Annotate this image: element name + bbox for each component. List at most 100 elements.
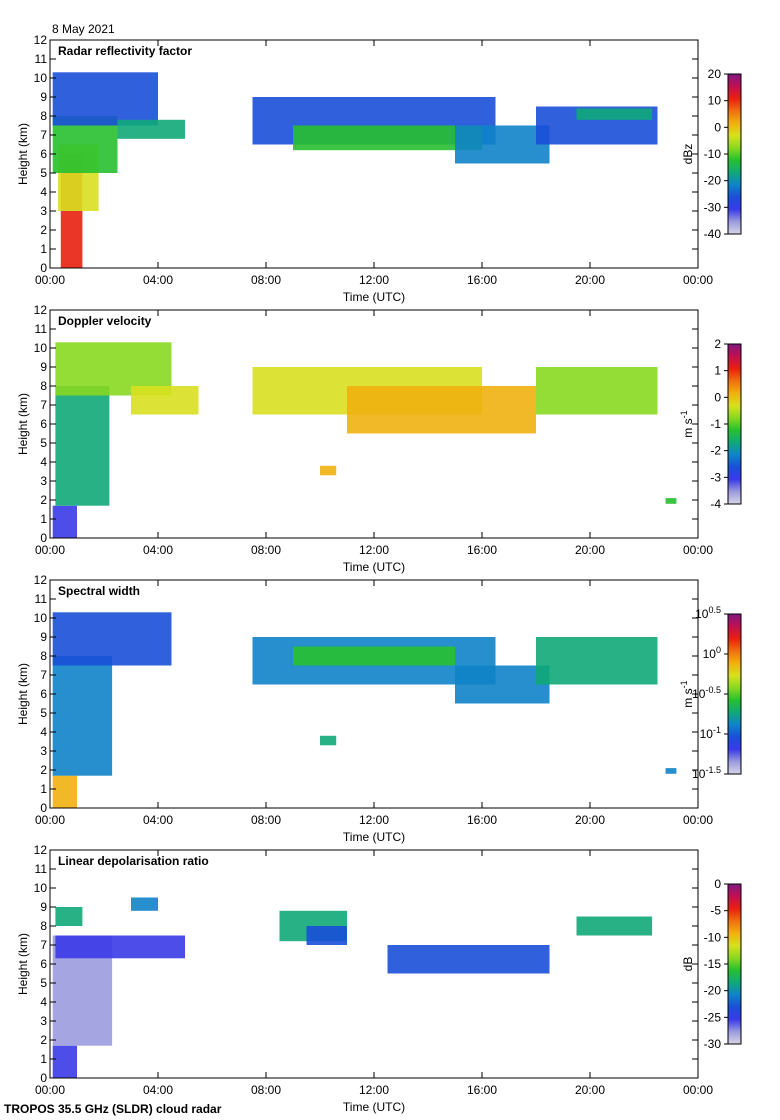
colorbar-tick-label: 100 xyxy=(703,645,721,661)
echo-region xyxy=(576,108,653,120)
echo-region xyxy=(536,637,658,685)
colorbar-tick-label: -25 xyxy=(704,1010,722,1024)
panel-title: Spectral width xyxy=(58,584,140,598)
echo-region xyxy=(52,656,113,776)
echo-region xyxy=(320,465,337,476)
colorbar xyxy=(727,613,742,775)
y-tick-label: 7 xyxy=(40,398,47,412)
colorbar-tick-label: -20 xyxy=(704,984,722,998)
colorbar-tick-label: -4 xyxy=(710,497,721,511)
echo-region xyxy=(455,125,550,164)
colorbar-tick-label: 0 xyxy=(714,877,721,891)
colorbar-tick-label: 10-1 xyxy=(700,725,721,741)
plot-area xyxy=(50,850,698,1078)
x-tick-label: 04:00 xyxy=(143,1083,173,1097)
y-tick-label: 4 xyxy=(40,995,47,1009)
panel-title: Doppler velocity xyxy=(58,314,152,328)
x-tick-label: 16:00 xyxy=(467,273,497,287)
x-tick-label: 04:00 xyxy=(143,813,173,827)
echo-region xyxy=(117,119,185,139)
x-tick-label: 00:00 xyxy=(35,813,65,827)
x-tick-label: 16:00 xyxy=(467,543,497,557)
y-tick-label: 0 xyxy=(40,261,47,275)
y-tick-label: 3 xyxy=(40,1014,47,1028)
x-tick-label: 12:00 xyxy=(359,813,389,827)
panel-title: Linear depolarisation ratio xyxy=(58,854,209,868)
colorbar-label: dB xyxy=(681,957,695,972)
colorbar xyxy=(727,343,742,505)
y-axis-label: Height (km) xyxy=(16,663,30,725)
y-tick-label: 8 xyxy=(40,919,47,933)
colorbar-tick-label: -10 xyxy=(704,147,722,161)
y-tick-label: 12 xyxy=(34,33,48,47)
x-tick-label: 00:00 xyxy=(35,273,65,287)
x-tick-label: 12:00 xyxy=(359,1083,389,1097)
y-tick-label: 11 xyxy=(35,592,48,606)
x-tick-label: 12:00 xyxy=(359,273,389,287)
y-tick-label: 10 xyxy=(34,611,48,625)
y-tick-label: 3 xyxy=(40,474,47,488)
y-tick-label: 5 xyxy=(40,166,47,180)
data-layer xyxy=(52,342,677,538)
y-tick-label: 5 xyxy=(40,976,47,990)
y-tick-label: 9 xyxy=(40,900,47,914)
echo-region xyxy=(131,897,158,911)
y-tick-label: 5 xyxy=(40,436,47,450)
y-axis-label: Height (km) xyxy=(16,393,30,455)
colorbar xyxy=(727,73,742,235)
y-tick-label: 6 xyxy=(40,417,47,431)
echo-region xyxy=(52,775,77,808)
y-tick-label: 4 xyxy=(40,455,47,469)
colorbar-tick-label: 10-1.5 xyxy=(692,765,721,781)
colorbar-tick-label: -40 xyxy=(704,227,722,241)
y-tick-label: 1 xyxy=(40,242,47,256)
echo-region xyxy=(576,916,653,936)
colorbar-tick-label: 0 xyxy=(714,120,721,134)
x-tick-label: 00:00 xyxy=(683,273,713,287)
y-tick-label: 1 xyxy=(40,1052,47,1066)
y-tick-label: 8 xyxy=(40,649,47,663)
y-tick-label: 7 xyxy=(40,938,47,952)
x-axis-label: Time (UTC) xyxy=(343,830,405,844)
y-tick-label: 6 xyxy=(40,147,47,161)
echo-region xyxy=(55,935,186,959)
x-tick-label: 08:00 xyxy=(251,273,281,287)
colorbar xyxy=(727,883,742,1045)
colorbar-label: m s-1 xyxy=(679,680,695,707)
y-tick-label: 12 xyxy=(34,573,48,587)
echo-region xyxy=(536,367,658,415)
x-tick-label: 16:00 xyxy=(467,813,497,827)
y-tick-label: 8 xyxy=(40,379,47,393)
y-tick-label: 2 xyxy=(40,493,47,507)
y-tick-label: 2 xyxy=(40,223,47,237)
echo-region xyxy=(320,735,337,746)
y-tick-label: 9 xyxy=(40,90,47,104)
y-tick-label: 9 xyxy=(40,360,47,374)
y-tick-label: 7 xyxy=(40,668,47,682)
colorbar-tick-label: -15 xyxy=(704,957,722,971)
x-tick-label: 00:00 xyxy=(35,543,65,557)
echo-region xyxy=(347,386,536,434)
y-tick-label: 10 xyxy=(34,71,48,85)
figure-footer: TROPOS 35.5 GHz (SLDR) cloud radar xyxy=(4,1102,222,1116)
date-label: 8 May 2021 xyxy=(52,22,115,36)
echo-region xyxy=(665,498,677,504)
colorbar-tick-label: 2 xyxy=(714,337,721,351)
y-tick-label: 7 xyxy=(40,128,47,142)
y-tick-label: 10 xyxy=(34,881,48,895)
x-tick-label: 16:00 xyxy=(467,1083,497,1097)
y-tick-label: 4 xyxy=(40,185,47,199)
panel-title: Radar reflectivity factor xyxy=(58,44,192,58)
colorbar-tick-label: -30 xyxy=(704,1037,722,1051)
colorbar-label: m s-1 xyxy=(679,410,695,437)
echo-region xyxy=(387,945,550,974)
y-tick-label: 11 xyxy=(35,322,48,336)
y-axis-label: Height (km) xyxy=(16,123,30,185)
echo-region xyxy=(52,505,77,538)
y-tick-label: 4 xyxy=(40,725,47,739)
echo-region xyxy=(455,665,550,704)
colorbar-tick-label: 10-0.5 xyxy=(692,685,721,701)
x-tick-label: 20:00 xyxy=(575,1083,605,1097)
x-tick-label: 08:00 xyxy=(251,813,281,827)
